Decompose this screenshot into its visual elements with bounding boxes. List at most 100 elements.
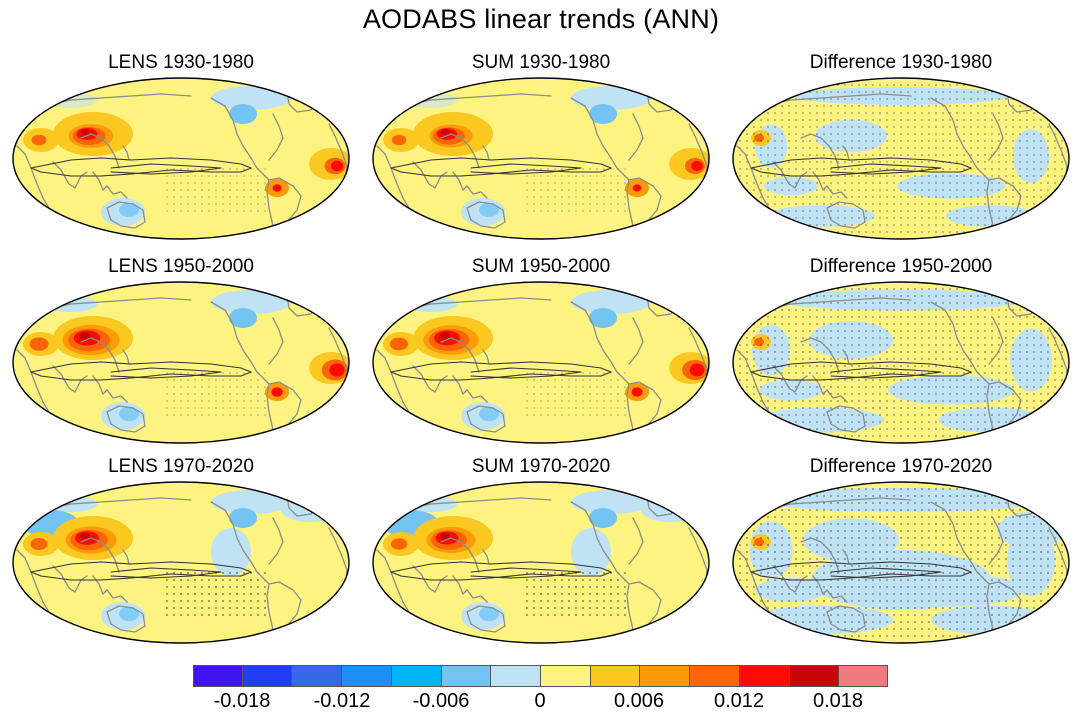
colorbar-swatch-9 (640, 665, 691, 687)
map-sum-1970-2020 (372, 481, 710, 644)
coastline (628, 517, 644, 565)
contour-line (830, 163, 942, 175)
coastline (736, 549, 770, 613)
map-outline (732, 281, 1070, 444)
blue-patch (571, 528, 611, 576)
coastline (80, 133, 120, 169)
coastline (760, 497, 912, 511)
coastline (40, 93, 192, 107)
coastline (16, 349, 50, 413)
coastline (92, 575, 128, 603)
contour-line (110, 367, 222, 379)
colorbar-label: 0.006 (613, 690, 665, 712)
panel-title-lens-1950-2000: LENS 1950-2000 (108, 256, 254, 277)
coastline (210, 97, 252, 159)
coastline (412, 365, 448, 393)
significance-stipple (521, 166, 631, 216)
colorbar-label: 0.012 (713, 690, 765, 712)
colorbar-swatch-2 (292, 665, 343, 687)
hotspot (79, 332, 91, 340)
panel-title-lens-1970-2020: LENS 1970-2020 (108, 456, 254, 477)
coastline (610, 361, 630, 385)
hotspot (440, 532, 450, 540)
coastline (736, 349, 770, 413)
coastline (210, 301, 252, 363)
contour-line (110, 163, 222, 175)
coastline (466, 201, 506, 229)
coastline (92, 171, 128, 199)
colorbar-swatch-10 (690, 665, 740, 687)
coastline (452, 375, 488, 403)
colorbar-label: -0.012 (313, 690, 371, 712)
significance-stipple (161, 166, 271, 216)
hotspot (390, 538, 408, 550)
coastline (122, 549, 130, 565)
coastline (400, 297, 552, 311)
coastline (826, 605, 866, 633)
hotspot (632, 184, 642, 192)
coastline (988, 113, 1004, 161)
coastline (970, 361, 990, 385)
coastline (106, 605, 146, 633)
map-diff-1950-2000 (732, 281, 1070, 444)
hotspot (272, 184, 282, 192)
hotspot (391, 134, 407, 146)
blue-patch (211, 290, 291, 314)
hotspot (30, 538, 48, 550)
panel-title-sum-1970-2020: SUM 1970-2020 (471, 456, 611, 477)
figure-title: AODABS linear trends (ANN) (362, 4, 720, 34)
coastline (610, 561, 630, 585)
hotspot (331, 160, 343, 172)
colorbar-swatch-12 (789, 665, 840, 687)
coastline (930, 97, 972, 159)
blue-patch (229, 104, 257, 124)
coastline (440, 537, 480, 573)
blue-patch (211, 490, 291, 514)
map-field (733, 78, 1069, 239)
map-field (13, 282, 349, 443)
coastline (800, 133, 840, 169)
blue-patch (589, 308, 617, 328)
blue-patch (589, 508, 617, 528)
coastline (988, 317, 1004, 365)
map-outline (12, 77, 350, 240)
coastline (570, 97, 612, 159)
hotspot (31, 134, 47, 146)
coastline (412, 565, 448, 593)
map-field (13, 482, 349, 643)
panel-title-lens-1930-1980: LENS 1930-1980 (108, 52, 254, 73)
colorbar-swatch-8 (590, 665, 641, 687)
coastline (122, 145, 130, 161)
panel-title-sum-1930-1980: SUM 1930-1980 (471, 52, 611, 73)
coastline (106, 201, 146, 229)
coastline (930, 501, 972, 563)
blue-patch (211, 86, 291, 110)
colorbar-swatch-5 (441, 665, 492, 687)
coastline (826, 201, 866, 229)
contour-line (390, 157, 612, 177)
colorbar-swatch-11 (739, 665, 790, 687)
coastline (80, 537, 120, 573)
panel-title-diff-1970-2020: Difference 1970-2020 (809, 456, 993, 477)
blue-patch (479, 407, 499, 421)
coastline (772, 161, 808, 189)
coastline (930, 301, 972, 363)
coastline (440, 133, 480, 169)
coastline (40, 297, 192, 311)
map-outline (732, 77, 1070, 240)
hotspot (29, 337, 49, 351)
coastline (52, 161, 88, 189)
blue-patch (229, 308, 257, 328)
contour-line (110, 567, 222, 579)
map-outline (12, 281, 350, 444)
coastline (628, 113, 644, 161)
blue-patch (119, 607, 139, 621)
blue-patch (571, 86, 651, 110)
colorbar-swatch-6 (491, 665, 542, 687)
coastline (628, 317, 644, 365)
significance-stipple (161, 570, 271, 620)
coastline (812, 575, 848, 603)
coastline (400, 497, 552, 511)
map-diff-1930-1980 (732, 77, 1070, 240)
colorbar-swatch-3 (342, 665, 392, 687)
